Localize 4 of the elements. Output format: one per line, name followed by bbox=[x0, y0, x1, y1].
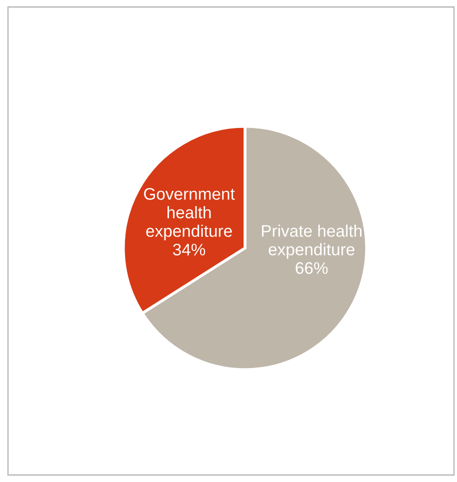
slice-label: Private health expenditure bbox=[262, 224, 362, 259]
data-label: 66% bbox=[296, 262, 328, 274]
data-label: 34% bbox=[173, 244, 206, 256]
slice-label: Government health expenditure bbox=[144, 188, 235, 240]
